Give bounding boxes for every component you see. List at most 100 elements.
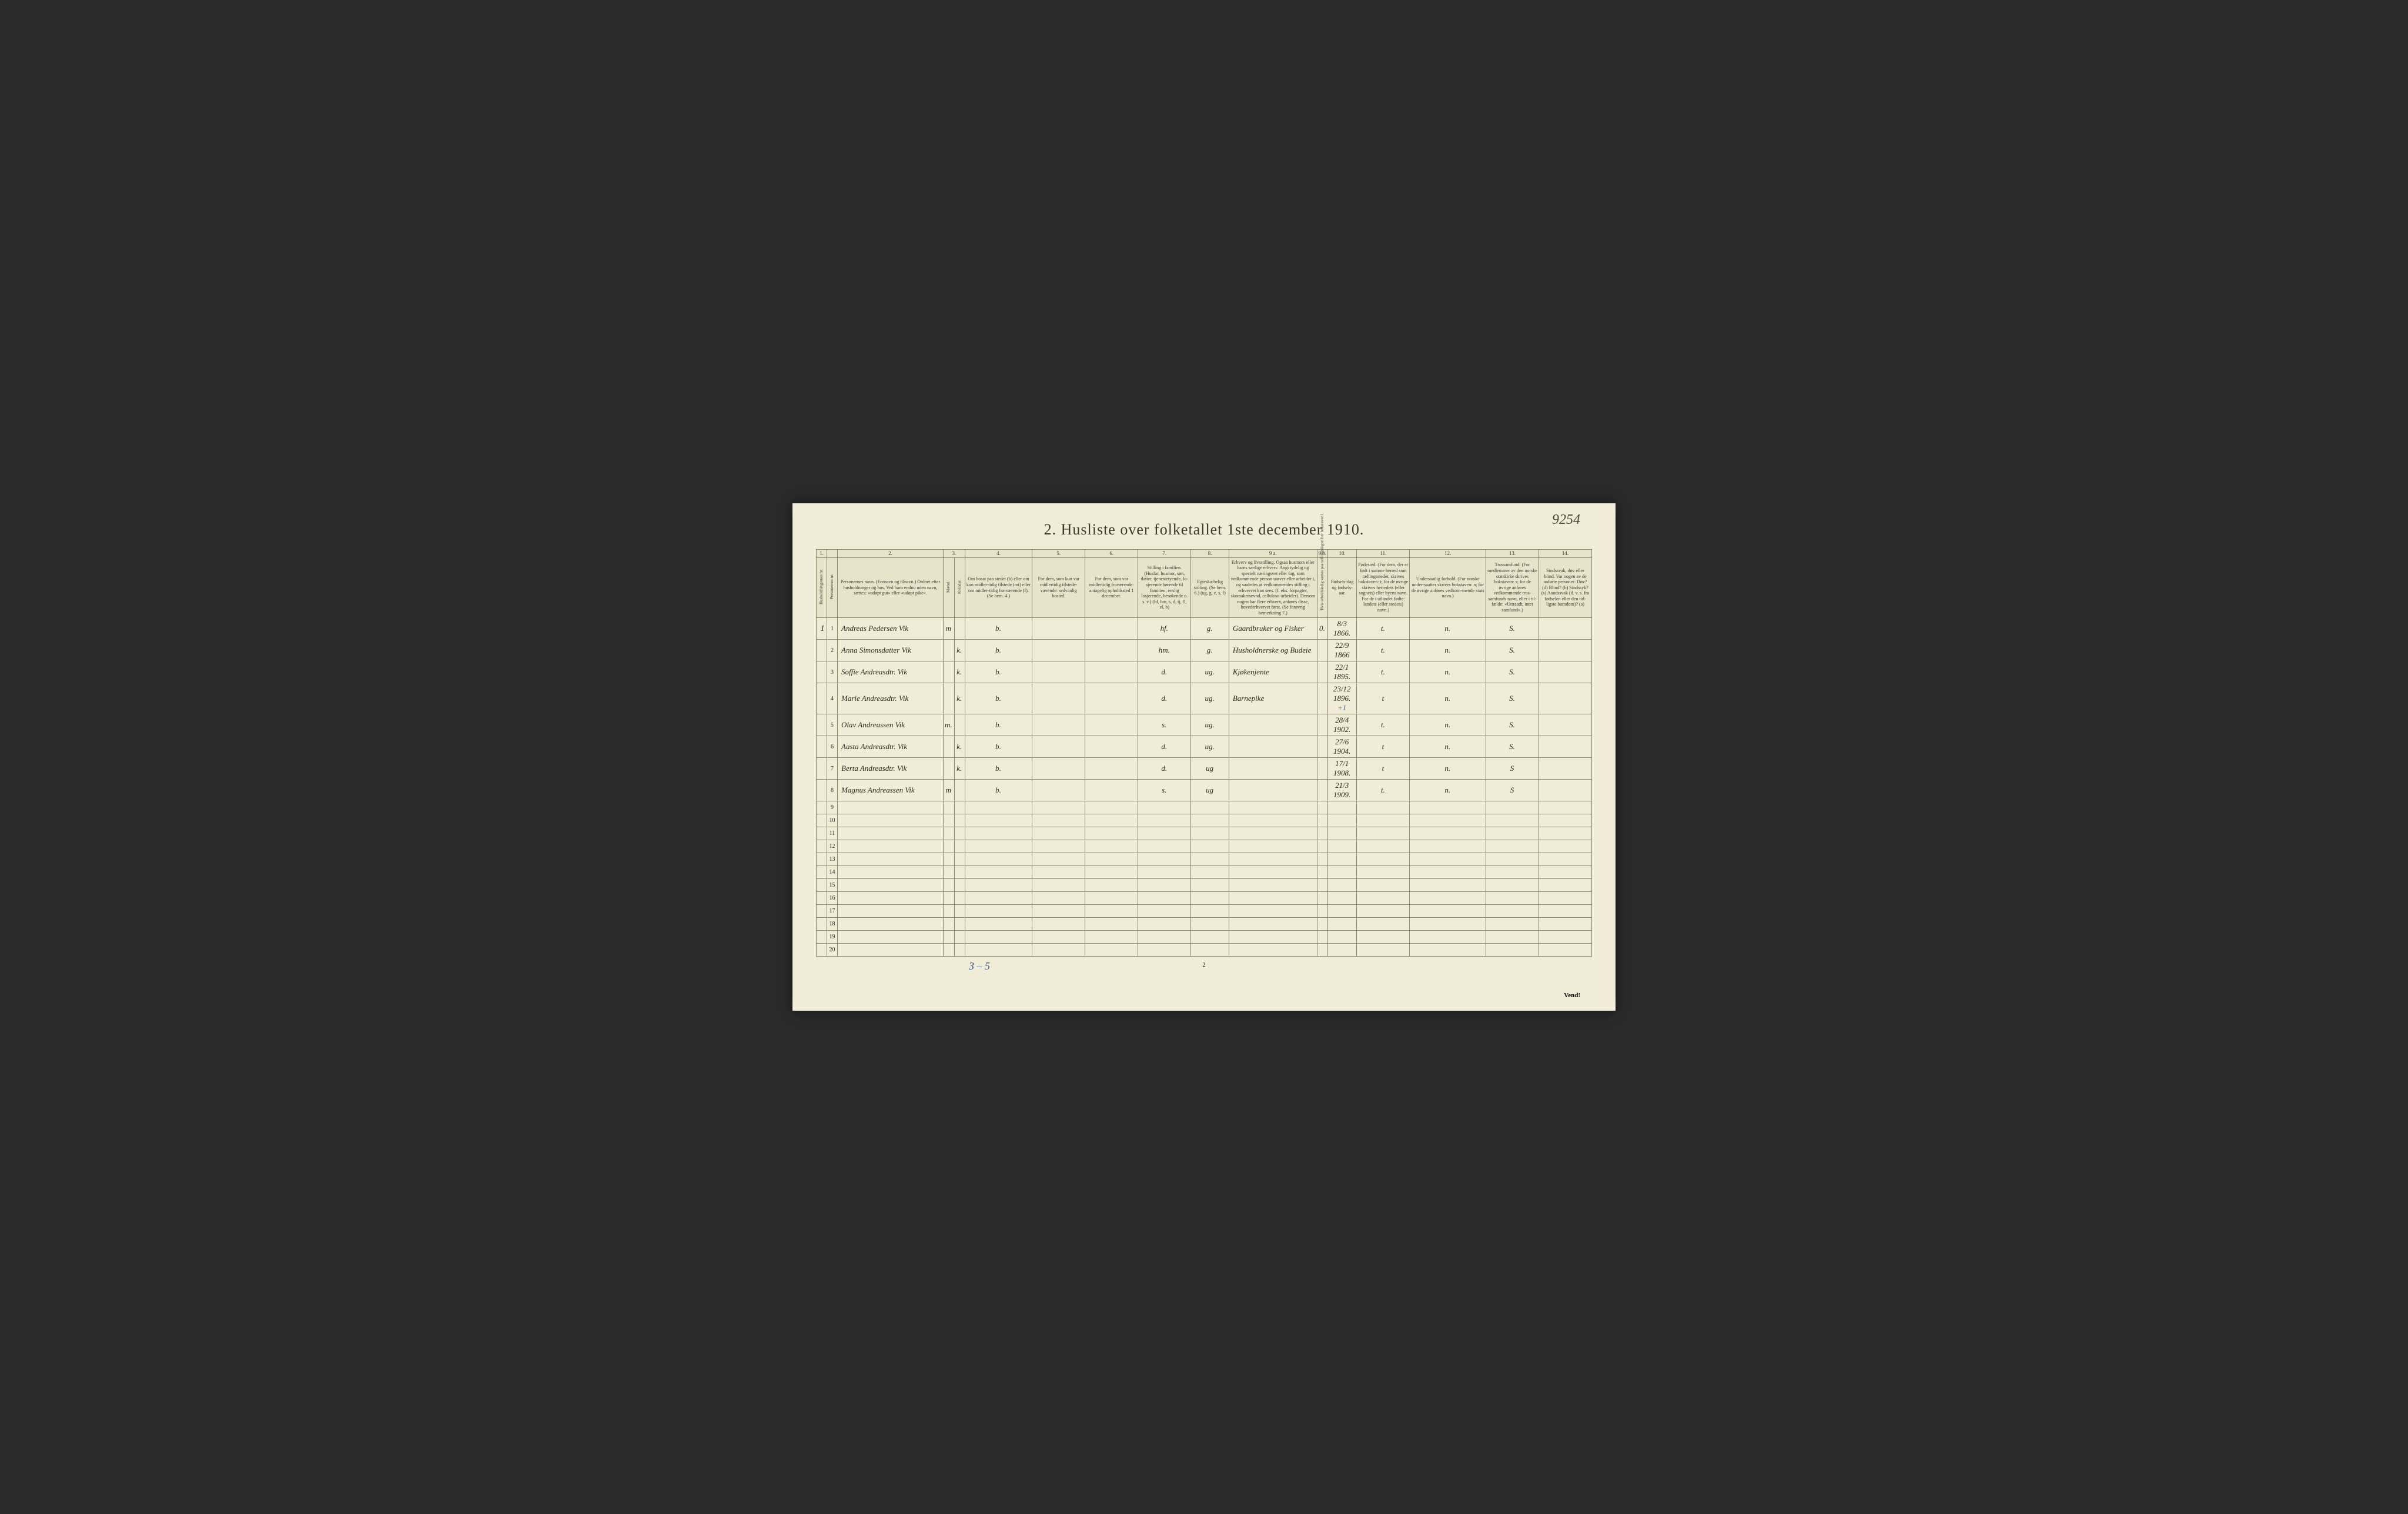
cell-male: [944, 683, 955, 714]
cell-household: 1: [817, 618, 827, 640]
cell-empty: [1327, 905, 1357, 918]
cell-religion: S.: [1486, 661, 1539, 683]
cell-family-pos: hm.: [1138, 640, 1191, 661]
cell-name: Aasta Andreasdtr. Vik: [838, 736, 944, 758]
cell-empty: [944, 827, 955, 840]
cell-household: [817, 780, 827, 801]
cell-birthplace: t.: [1357, 780, 1410, 801]
cell-empty: [1486, 801, 1539, 814]
census-page: 9254 2. Husliste over folketallet 1ste d…: [792, 503, 1616, 1011]
cell-absent-loc: [1085, 661, 1138, 683]
cell-person-nr: 2: [827, 640, 838, 661]
cell-family-pos: s.: [1138, 714, 1191, 736]
cell-empty: [1317, 827, 1327, 840]
cell-empty: [1229, 866, 1317, 879]
cell-religion: S.: [1486, 683, 1539, 714]
colnum-14: 14.: [1539, 549, 1592, 557]
cell-person-nr: 3: [827, 661, 838, 683]
cell-nationality: n.: [1410, 780, 1486, 801]
cell-empty: [1357, 840, 1410, 853]
cell-marital: g.: [1191, 640, 1229, 661]
cell-empty: [954, 840, 965, 853]
cell-person-nr: 19: [827, 931, 838, 944]
cell-name: Magnus Andreassen Vik: [838, 780, 944, 801]
cell-disability: [1539, 736, 1592, 758]
cell-empty: [1032, 905, 1085, 918]
cell-empty: [1191, 814, 1229, 827]
cell-usual-residence: [1032, 758, 1085, 780]
cell-empty: [944, 853, 955, 866]
cell-empty: [838, 931, 944, 944]
cell-occupation: Gaardbruker og Fisker: [1229, 618, 1317, 640]
cell-empty: [965, 814, 1032, 827]
cell-empty: [817, 879, 827, 892]
cell-nationality: n.: [1410, 661, 1486, 683]
table-row-empty: 16: [817, 892, 1592, 905]
cell-disability: [1539, 758, 1592, 780]
colnum-12: 12.: [1410, 549, 1486, 557]
cell-household: [817, 736, 827, 758]
cell-absent-loc: [1085, 736, 1138, 758]
cell-person-nr: 17: [827, 905, 838, 918]
cell-empty: [1410, 892, 1486, 905]
cell-empty: [954, 944, 965, 957]
table-row-empty: 13: [817, 853, 1592, 866]
cell-occupation: [1229, 758, 1317, 780]
cell-female: k.: [954, 758, 965, 780]
cell-religion: S: [1486, 758, 1539, 780]
cell-empty: [1032, 827, 1085, 840]
table-row: 5Olav Andreassen Vikm.b.s.ug.28/4 1902.t…: [817, 714, 1592, 736]
colnum-13: 13.: [1486, 549, 1539, 557]
cell-nationality: n.: [1410, 758, 1486, 780]
cell-person-nr: 18: [827, 918, 838, 931]
cell-person-nr: 6: [827, 736, 838, 758]
cell-birthplace: t.: [1357, 714, 1410, 736]
cell-empty: [1138, 827, 1191, 840]
cell-empty: [1327, 853, 1357, 866]
hdr-marital: Egteska-belig stilling. (Se bem. 6.) (ug…: [1191, 557, 1229, 618]
hdr-birthdate: Fødsels-dag og fødsels-aar.: [1327, 557, 1357, 618]
table-row-empty: 18: [817, 918, 1592, 931]
cell-dob: 17/1 1908.: [1327, 758, 1357, 780]
cell-empty: [817, 840, 827, 853]
table-row: 11Andreas Pedersen Vikmb.hf.g.Gaardbruke…: [817, 618, 1592, 640]
cell-household: [817, 640, 827, 661]
cell-empty: [1486, 931, 1539, 944]
cell-unemployed: [1317, 736, 1327, 758]
cell-household: [817, 758, 827, 780]
cell-empty: [1085, 827, 1138, 840]
cell-empty: [1317, 866, 1327, 879]
cell-empty: [965, 931, 1032, 944]
cell-empty: [1085, 814, 1138, 827]
cell-disability: [1539, 683, 1592, 714]
cell-empty: [817, 866, 827, 879]
cell-unemployed: 0.: [1317, 618, 1327, 640]
cell-absent-loc: [1085, 758, 1138, 780]
cell-empty: [1085, 801, 1138, 814]
cell-dob: 22/1 1895.: [1327, 661, 1357, 683]
cell-empty: [1410, 801, 1486, 814]
cell-empty: [838, 892, 944, 905]
cell-empty: [1085, 892, 1138, 905]
cell-empty: [954, 866, 965, 879]
cell-empty: [1229, 918, 1317, 931]
cell-empty: [1486, 814, 1539, 827]
cell-birthplace: t: [1357, 683, 1410, 714]
cell-empty: [965, 944, 1032, 957]
cell-religion: S.: [1486, 714, 1539, 736]
cell-empty: [1138, 905, 1191, 918]
cell-empty: [1191, 853, 1229, 866]
cell-empty: [1032, 801, 1085, 814]
cell-empty: [1229, 827, 1317, 840]
cell-empty: [1032, 840, 1085, 853]
cell-empty: [1539, 814, 1592, 827]
cell-absent-loc: [1085, 640, 1138, 661]
cell-empty: [1085, 918, 1138, 931]
cell-empty: [1486, 918, 1539, 931]
cell-residence: b.: [965, 758, 1032, 780]
cell-female: [954, 618, 965, 640]
cell-empty: [1410, 931, 1486, 944]
cell-empty: [1317, 918, 1327, 931]
cell-empty: [954, 918, 965, 931]
cell-nationality: n.: [1410, 618, 1486, 640]
